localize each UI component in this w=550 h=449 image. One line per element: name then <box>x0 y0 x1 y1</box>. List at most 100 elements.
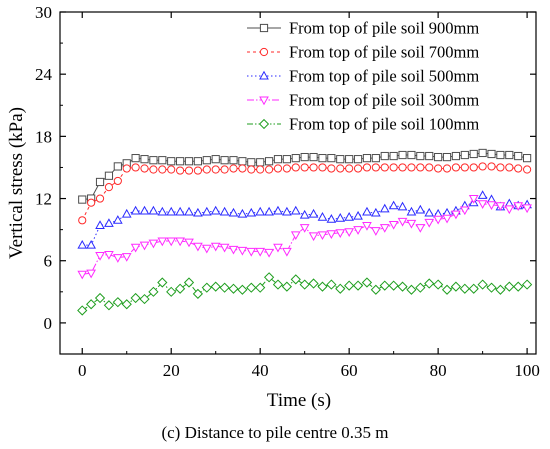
data-point <box>397 217 408 227</box>
legend-label: From top of pile soil 700mm <box>289 43 479 62</box>
data-point <box>496 163 505 172</box>
data-point <box>317 211 328 221</box>
data-point <box>184 206 194 216</box>
data-point <box>450 281 462 292</box>
data-point <box>398 163 407 172</box>
data-point <box>184 238 194 248</box>
data-point <box>291 154 300 163</box>
data-point <box>139 205 150 215</box>
data-point <box>210 242 221 252</box>
data-point <box>345 164 354 173</box>
data-point <box>451 163 461 172</box>
data-point <box>425 151 434 161</box>
x-axis-title: Time (s) <box>267 390 331 411</box>
data-point <box>495 202 506 212</box>
data-point <box>259 47 269 57</box>
data-point <box>175 237 185 247</box>
data-point <box>291 163 300 172</box>
data-point <box>166 206 177 216</box>
data-point <box>523 154 532 163</box>
series-5 <box>77 272 533 316</box>
data-point <box>326 214 337 223</box>
data-point <box>290 205 301 215</box>
data-point <box>371 227 381 236</box>
data-point <box>425 163 434 172</box>
data-point <box>237 208 248 218</box>
data-point <box>477 200 488 209</box>
data-point <box>379 280 390 291</box>
data-point <box>335 229 346 238</box>
data-point <box>344 280 355 291</box>
data-point <box>371 154 380 163</box>
data-point <box>130 292 141 304</box>
data-point <box>228 245 239 255</box>
data-point <box>309 163 318 172</box>
data-point <box>415 224 426 233</box>
data-point <box>130 243 141 253</box>
data-point <box>344 211 355 221</box>
data-point <box>228 283 239 294</box>
data-point <box>78 195 87 204</box>
data-point <box>299 279 310 290</box>
data-point <box>407 163 416 172</box>
data-point <box>202 156 211 165</box>
data-point <box>352 280 364 291</box>
data-point <box>442 214 452 224</box>
data-point <box>166 286 177 297</box>
data-point <box>442 164 452 173</box>
data-point <box>326 279 337 290</box>
data-point <box>434 152 443 162</box>
data-point <box>459 283 470 294</box>
data-point <box>95 177 105 187</box>
data-point <box>219 206 230 216</box>
data-point <box>318 163 327 172</box>
legend-label: From top of pile soil 500mm <box>289 67 479 86</box>
data-point <box>211 165 220 174</box>
data-point <box>299 209 310 219</box>
data-point <box>130 205 141 215</box>
data-point <box>451 210 461 220</box>
data-point <box>487 162 496 171</box>
data-point <box>256 165 265 174</box>
y-tick-label: 0 <box>44 314 53 333</box>
data-point <box>281 281 292 292</box>
data-point <box>238 157 247 166</box>
data-point <box>247 165 256 174</box>
data-point <box>121 299 132 310</box>
data-point <box>113 176 122 186</box>
data-point <box>201 282 212 293</box>
data-point <box>327 164 336 173</box>
legend-item: From top of pile soil 500mm <box>247 67 479 86</box>
data-point <box>193 207 203 217</box>
data-point <box>149 156 158 165</box>
x-tick-label: 20 <box>163 361 180 380</box>
data-point <box>202 165 211 174</box>
data-point <box>389 163 398 172</box>
data-point <box>397 201 408 211</box>
legend-item: From top of pile soil 100mm <box>247 115 479 134</box>
data-point <box>273 205 283 215</box>
data-point <box>148 239 159 249</box>
x-tick-label: 40 <box>252 361 269 380</box>
data-point <box>113 162 122 171</box>
data-point <box>416 151 425 161</box>
data-point <box>246 247 257 257</box>
data-point <box>514 164 523 173</box>
data-point <box>362 163 372 172</box>
data-point <box>86 239 96 249</box>
data-point <box>259 23 269 33</box>
data-point <box>486 282 497 293</box>
data-point <box>353 210 363 220</box>
data-point <box>290 274 301 285</box>
data-point <box>308 232 319 242</box>
data-point <box>398 150 407 160</box>
series-2 <box>78 162 532 225</box>
data-point <box>139 293 150 305</box>
data-point <box>272 279 284 290</box>
x-tick-label: 80 <box>430 361 447 380</box>
data-point <box>504 205 515 215</box>
data-point <box>210 205 221 215</box>
data-point <box>255 282 266 293</box>
data-point <box>237 284 248 295</box>
